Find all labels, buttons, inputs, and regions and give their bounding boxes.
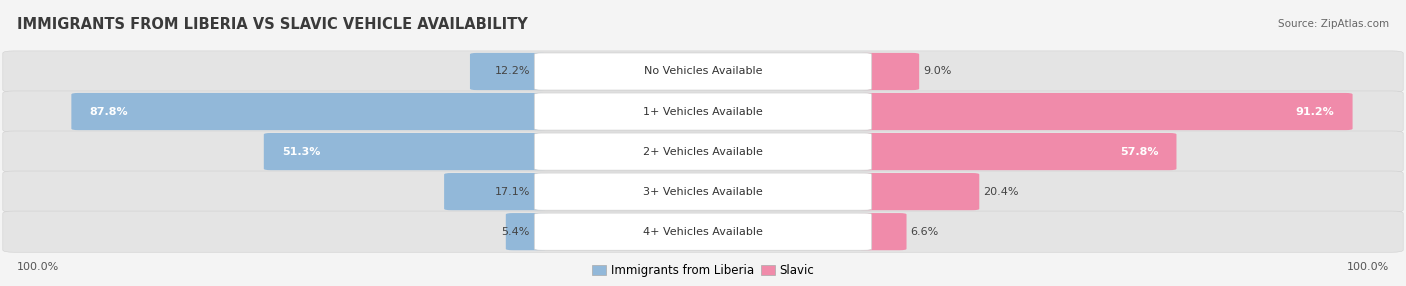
- Text: 12.2%: 12.2%: [495, 67, 530, 76]
- FancyBboxPatch shape: [858, 173, 979, 210]
- Text: No Vehicles Available: No Vehicles Available: [644, 67, 762, 76]
- FancyBboxPatch shape: [506, 213, 548, 250]
- FancyBboxPatch shape: [534, 173, 872, 210]
- FancyBboxPatch shape: [3, 211, 1403, 252]
- FancyBboxPatch shape: [3, 131, 1403, 172]
- Text: 6.6%: 6.6%: [911, 227, 939, 237]
- Text: 3+ Vehicles Available: 3+ Vehicles Available: [643, 187, 763, 196]
- Legend: Immigrants from Liberia, Slavic: Immigrants from Liberia, Slavic: [592, 264, 814, 277]
- FancyBboxPatch shape: [858, 53, 920, 90]
- FancyBboxPatch shape: [264, 133, 548, 170]
- Text: IMMIGRANTS FROM LIBERIA VS SLAVIC VEHICLE AVAILABILITY: IMMIGRANTS FROM LIBERIA VS SLAVIC VEHICL…: [17, 17, 527, 32]
- FancyBboxPatch shape: [534, 213, 872, 250]
- Text: 57.8%: 57.8%: [1119, 147, 1159, 156]
- FancyBboxPatch shape: [444, 173, 548, 210]
- Text: Source: ZipAtlas.com: Source: ZipAtlas.com: [1278, 19, 1389, 29]
- Text: 17.1%: 17.1%: [495, 187, 530, 196]
- Text: 100.0%: 100.0%: [17, 263, 59, 272]
- Text: 87.8%: 87.8%: [90, 107, 128, 116]
- FancyBboxPatch shape: [3, 171, 1403, 212]
- FancyBboxPatch shape: [72, 93, 548, 130]
- FancyBboxPatch shape: [858, 213, 907, 250]
- FancyBboxPatch shape: [470, 53, 548, 90]
- Text: 5.4%: 5.4%: [502, 227, 530, 237]
- Text: 9.0%: 9.0%: [924, 67, 952, 76]
- Text: 51.3%: 51.3%: [283, 147, 321, 156]
- FancyBboxPatch shape: [534, 133, 872, 170]
- Text: 91.2%: 91.2%: [1295, 107, 1334, 116]
- Text: 20.4%: 20.4%: [984, 187, 1019, 196]
- FancyBboxPatch shape: [858, 93, 1353, 130]
- Text: 2+ Vehicles Available: 2+ Vehicles Available: [643, 147, 763, 156]
- Text: 4+ Vehicles Available: 4+ Vehicles Available: [643, 227, 763, 237]
- FancyBboxPatch shape: [3, 51, 1403, 92]
- FancyBboxPatch shape: [3, 91, 1403, 132]
- FancyBboxPatch shape: [534, 53, 872, 90]
- Text: 100.0%: 100.0%: [1347, 263, 1389, 272]
- FancyBboxPatch shape: [534, 93, 872, 130]
- FancyBboxPatch shape: [858, 133, 1177, 170]
- Text: 1+ Vehicles Available: 1+ Vehicles Available: [643, 107, 763, 116]
